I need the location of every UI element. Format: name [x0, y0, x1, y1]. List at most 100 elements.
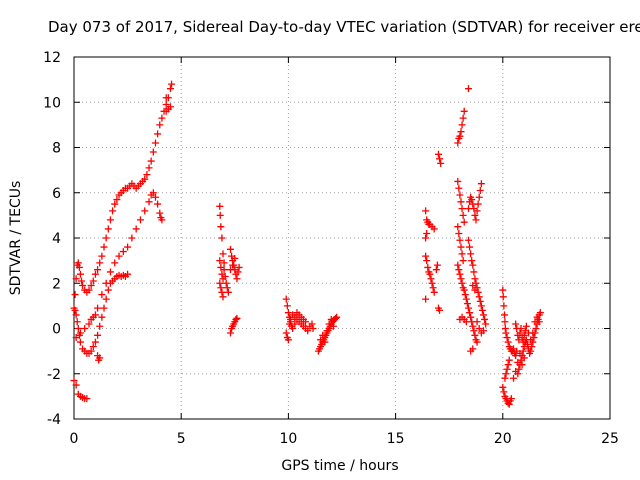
data-point — [327, 315, 335, 323]
data-point — [499, 383, 507, 391]
data-point — [460, 107, 468, 115]
data-point — [119, 248, 127, 256]
data-point — [85, 320, 93, 328]
data-point — [218, 288, 226, 296]
data-point — [467, 250, 475, 258]
data-point — [462, 318, 470, 326]
x-tick-label: 10 — [279, 431, 297, 447]
data-point — [469, 282, 477, 290]
data-point — [423, 257, 431, 265]
data-point — [473, 318, 481, 326]
data-point — [162, 94, 170, 102]
data-point — [458, 279, 466, 287]
data-point — [422, 252, 430, 260]
data-point — [512, 320, 520, 328]
y-axis-label: SDTVAR / TECUs — [8, 181, 24, 296]
data-point — [457, 275, 465, 283]
data-point — [71, 306, 79, 314]
data-point — [98, 252, 106, 260]
data-point — [302, 318, 310, 326]
data-point — [289, 325, 297, 332]
data-point — [456, 132, 464, 140]
data-point — [234, 268, 242, 276]
data-point — [113, 196, 121, 204]
data-point — [128, 234, 136, 242]
data-point — [145, 198, 153, 206]
data-point — [94, 331, 102, 339]
data-point — [463, 300, 471, 308]
data-point — [422, 207, 430, 215]
data-point — [96, 322, 104, 330]
data-point — [85, 286, 93, 294]
data-point — [459, 211, 467, 219]
data-point — [72, 334, 80, 342]
x-tick-label: 20 — [494, 431, 512, 447]
data-point — [124, 243, 132, 251]
data-point — [321, 338, 329, 346]
data-point — [481, 315, 489, 323]
data-point — [332, 314, 340, 322]
data-point — [70, 377, 78, 385]
data-point — [500, 302, 508, 310]
data-point — [166, 103, 174, 111]
data-point — [329, 322, 337, 330]
data-point — [501, 374, 509, 382]
data-point — [72, 311, 80, 319]
data-point — [229, 261, 237, 269]
data-point — [115, 252, 123, 260]
data-point — [504, 361, 512, 369]
data-point — [458, 205, 466, 213]
data-point — [227, 245, 235, 253]
data-point — [216, 279, 224, 287]
data-point — [83, 395, 91, 403]
data-point — [102, 279, 110, 287]
data-point — [219, 293, 227, 301]
data-point — [111, 259, 119, 267]
y-tick-label: 6 — [52, 186, 61, 202]
data-point — [433, 261, 441, 269]
data-point — [503, 334, 511, 342]
data-point — [158, 114, 166, 122]
data-point — [436, 306, 444, 314]
data-point — [520, 354, 528, 362]
data-point — [466, 243, 474, 251]
data-point — [333, 313, 341, 321]
data-point — [469, 261, 477, 269]
data-point — [132, 225, 140, 233]
data-point — [471, 275, 479, 283]
data-point — [454, 261, 462, 269]
data-point — [464, 304, 472, 312]
data-point — [429, 284, 437, 292]
data-point — [217, 223, 225, 231]
data-point — [71, 291, 79, 299]
data-point — [536, 309, 544, 317]
data-point — [507, 395, 515, 403]
data-point — [94, 266, 102, 274]
data-point — [323, 327, 331, 335]
data-point — [151, 139, 159, 147]
data-point — [501, 318, 509, 326]
y-tick-label: 10 — [43, 95, 61, 111]
data-point — [100, 243, 108, 251]
data-point — [216, 202, 224, 210]
data-point — [457, 128, 465, 136]
data-point — [455, 184, 463, 192]
data-point — [87, 347, 95, 355]
data-point — [75, 263, 83, 271]
data-point — [427, 275, 435, 283]
data-point — [424, 263, 432, 271]
x-tick-label: 25 — [601, 431, 619, 447]
data-point — [467, 347, 475, 355]
data-point — [436, 155, 444, 163]
data-point — [91, 311, 99, 319]
data-point — [480, 327, 488, 335]
data-point — [220, 266, 228, 274]
data-point — [505, 356, 513, 364]
data-point — [76, 270, 84, 278]
data-point — [475, 193, 483, 201]
data-point — [467, 313, 475, 321]
data-point — [158, 216, 166, 224]
data-point — [468, 196, 476, 204]
data-point — [459, 114, 467, 122]
